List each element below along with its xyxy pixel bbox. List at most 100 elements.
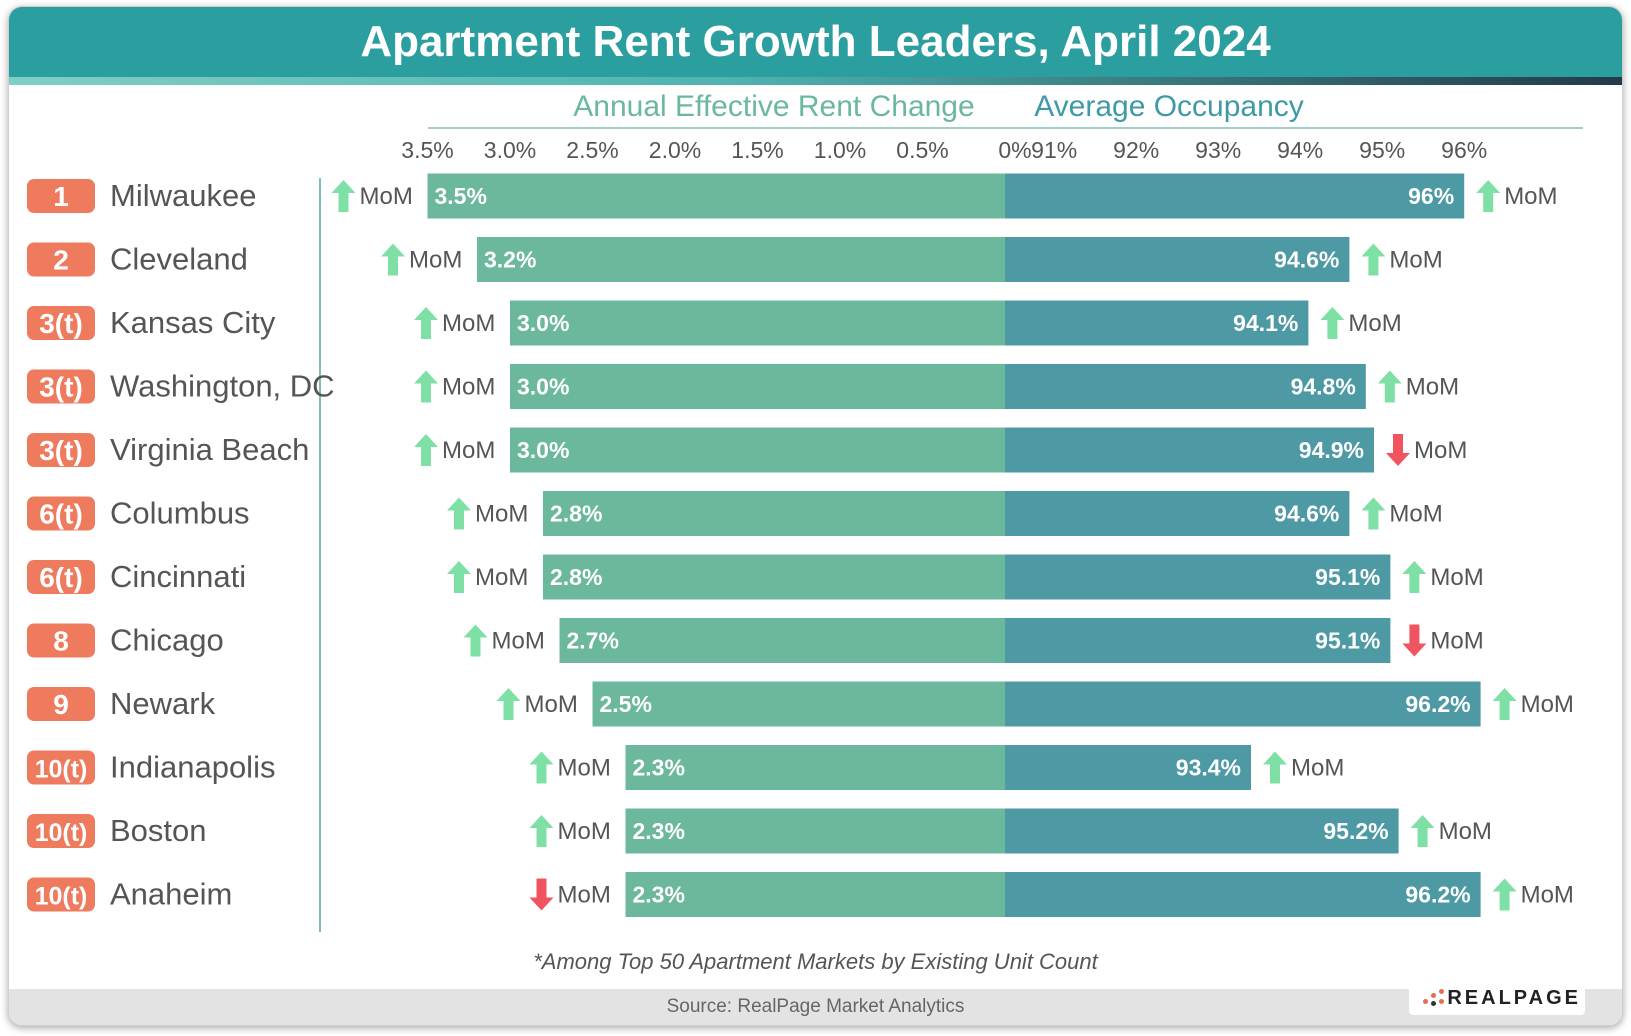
rank-badge [27, 433, 95, 467]
arrow-up-icon [1492, 688, 1517, 720]
rent-bar [625, 745, 1005, 790]
arrow-up-icon [1377, 370, 1402, 403]
market-name: Cleveland [110, 242, 248, 277]
rent-value-label: 3.0% [517, 374, 569, 400]
chart-row: 10(t) Indianapolis 2.3% MoM 93.4% MoM [27, 745, 1344, 790]
mom-label: MoM [475, 564, 528, 591]
rank-badge [27, 750, 95, 785]
rent-bar [543, 554, 1005, 600]
rank-badge [27, 179, 95, 213]
chart-title: Apartment Rent Growth Leaders, April 202… [9, 7, 1622, 77]
tick-label: 3.5% [401, 137, 453, 163]
tick-label: 96% [1441, 137, 1487, 163]
rank-badge [27, 814, 95, 848]
arrow-up-icon [447, 561, 471, 593]
rank-badge [27, 877, 95, 912]
rank-label: 10(t) [35, 883, 88, 911]
market-name: Virginia Beach [110, 432, 309, 467]
chart-row: 3(t) Kansas City 3.0% MoM 94.1% MoM [27, 300, 1402, 346]
tick-label: 1.5% [731, 137, 783, 163]
mom-label: MoM [360, 183, 413, 210]
occupancy-value-label: 95.1% [1315, 564, 1380, 590]
arrow-up-icon [1402, 561, 1427, 593]
arrow-up-icon [414, 370, 438, 403]
tick-label: 0% [998, 137, 1031, 163]
occupancy-value-label: 94.6% [1274, 247, 1339, 273]
rank-label: 10(t) [35, 756, 88, 784]
occupancy-bar [1005, 681, 1481, 727]
arrow-up-icon [381, 243, 405, 276]
logo-dots-icon [1423, 989, 1451, 1007]
rank-badge [27, 369, 95, 404]
arrow-up-icon [1492, 878, 1517, 911]
occupancy-value-label: 96.2% [1405, 882, 1470, 908]
chart-row: 6(t) Columbus 2.8% MoM 94.6% MoM [27, 491, 1443, 536]
arrow-up-icon [414, 307, 438, 339]
header-rule [9, 77, 1622, 85]
rank-badge [27, 242, 95, 277]
market-name: Columbus [110, 496, 250, 531]
rent-value-label: 2.5% [600, 691, 652, 717]
mom-label: MoM [1430, 564, 1483, 591]
mom-label: MoM [442, 310, 495, 337]
rank-badge [27, 687, 95, 721]
mom-label: MoM [1521, 882, 1574, 909]
rent-axis-title: Annual Effective Rent Change [573, 90, 974, 123]
mom-label: MoM [475, 501, 528, 528]
arrow-up-icon [447, 497, 471, 530]
rent-value-label: 2.3% [633, 882, 685, 908]
arrow-up-icon [1361, 497, 1386, 530]
chart-row: 1 Milwaukee 3.5% MoM 96% MoM [27, 173, 1558, 219]
tick-label: 93% [1195, 137, 1241, 163]
tick-label: 3.0% [484, 137, 536, 163]
occupancy-bar [1005, 808, 1399, 854]
tick-label: 92% [1113, 137, 1159, 163]
arrow-up-icon [496, 688, 521, 720]
arrow-down-icon [529, 878, 554, 911]
mom-label: MoM [442, 374, 495, 401]
rent-bar [559, 618, 1005, 663]
mom-label: MoM [1389, 247, 1442, 274]
rank-badge [27, 560, 95, 594]
tick-label: 1.0% [814, 137, 866, 163]
arrow-down-icon [1386, 434, 1410, 466]
market-name: Kansas City [110, 305, 276, 340]
market-name: Cincinnati [110, 559, 246, 594]
rent-bar [477, 237, 1005, 282]
rank-label: 3(t) [39, 308, 83, 339]
arrow-up-icon [331, 180, 356, 212]
rent-value-label: 2.3% [633, 818, 685, 844]
tick-label: 95% [1359, 137, 1405, 163]
occupancy-value-label: 96.2% [1405, 691, 1470, 717]
rent-value-label: 2.8% [550, 501, 602, 527]
occupancy-bar [1005, 427, 1374, 473]
occupancy-value-label: 94.1% [1233, 310, 1298, 336]
rent-bar [427, 173, 1005, 219]
occupancy-value-label: 94.9% [1299, 437, 1364, 463]
occupancy-bar [1005, 872, 1481, 917]
occupancy-value-label: 94.8% [1291, 374, 1356, 400]
rent-value-label: 3.0% [517, 437, 569, 463]
arrow-up-icon [414, 434, 438, 466]
chart-row: 6(t) Cincinnati 2.8% MoM 95.1% MoM [27, 554, 1484, 600]
rank-label: 6(t) [39, 499, 83, 530]
market-name: Newark [110, 686, 216, 721]
arrow-up-icon [529, 815, 554, 847]
occupancy-value-label: 94.6% [1274, 501, 1339, 527]
tick-label: 94% [1277, 137, 1323, 163]
rank-badge [27, 306, 95, 340]
rank-label: 10(t) [35, 819, 88, 847]
occupancy-value-label: 96% [1408, 183, 1454, 209]
mom-label: MoM [558, 755, 611, 782]
rent-value-label: 3.0% [517, 310, 569, 336]
rank-label: 3(t) [39, 372, 83, 403]
mom-label: MoM [1521, 691, 1574, 718]
chart-row: 10(t) Anaheim 2.3% MoM 96.2% MoM [27, 872, 1574, 917]
occupancy-bar [1005, 300, 1309, 346]
occupancy-bar [1005, 237, 1350, 282]
chart-rows: 1 Milwaukee 3.5% MoM 96% MoM 2 Cleveland 3.2% MoM… [27, 173, 1574, 917]
occupancy-bar [1005, 745, 1251, 790]
rent-bar [625, 808, 1005, 854]
market-name: Boston [110, 813, 207, 848]
chart-row: 3(t) Washington, DC 3.0% MoM 94.8% MoM [27, 364, 1459, 409]
